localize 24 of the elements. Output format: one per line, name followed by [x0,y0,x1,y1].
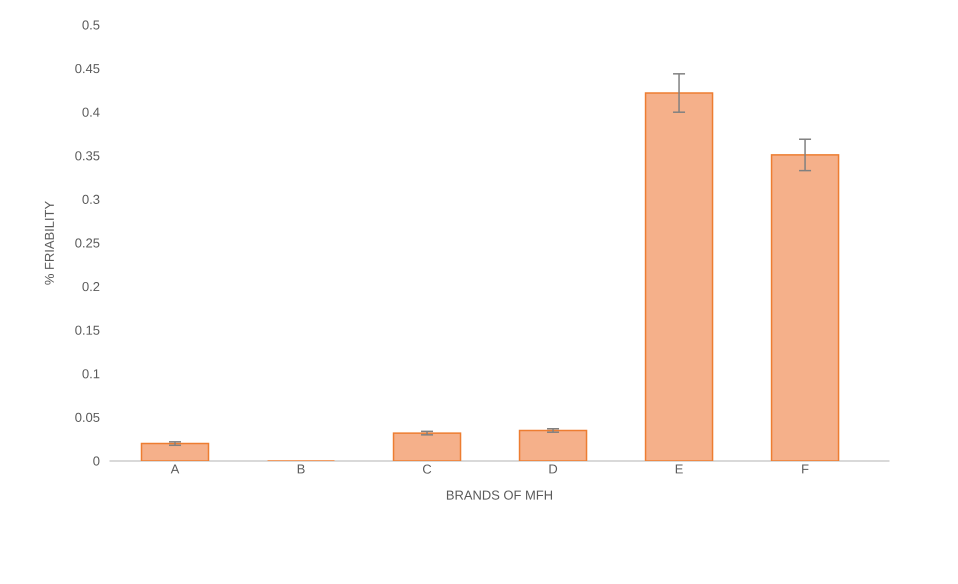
x-tick-label: F [802,464,808,474]
bar [644,92,714,461]
x-tick-label: A [170,464,180,474]
x-tick-label: D [549,464,558,474]
y-tick-label: 0.1 [82,369,100,378]
x-tick-label: C [423,464,432,474]
y-tick-label: 0.25 [75,238,100,248]
y-tick-label: 0.5 [82,20,100,30]
y-tick-label: 0.35 [75,151,100,160]
bar [392,432,462,461]
y-tick-label: 0 [93,456,100,466]
bar [518,430,588,461]
y-tick-label: 0.45 [75,64,100,74]
bar [770,154,840,461]
y-tick-label: 0.05 [75,412,100,422]
y-tick-label: 0.2 [82,282,100,292]
x-tick-label: B [298,464,305,474]
y-tick-label: 0.15 [75,326,100,335]
x-axis-title: BRANDS OF MFH [446,490,552,500]
y-tick-label: 0.3 [82,194,100,204]
x-tick-label: E [676,464,683,474]
y-tick-label: 0.4 [82,108,100,117]
bar [140,442,210,461]
y-axis-title: % FRIABILITY [44,201,54,285]
